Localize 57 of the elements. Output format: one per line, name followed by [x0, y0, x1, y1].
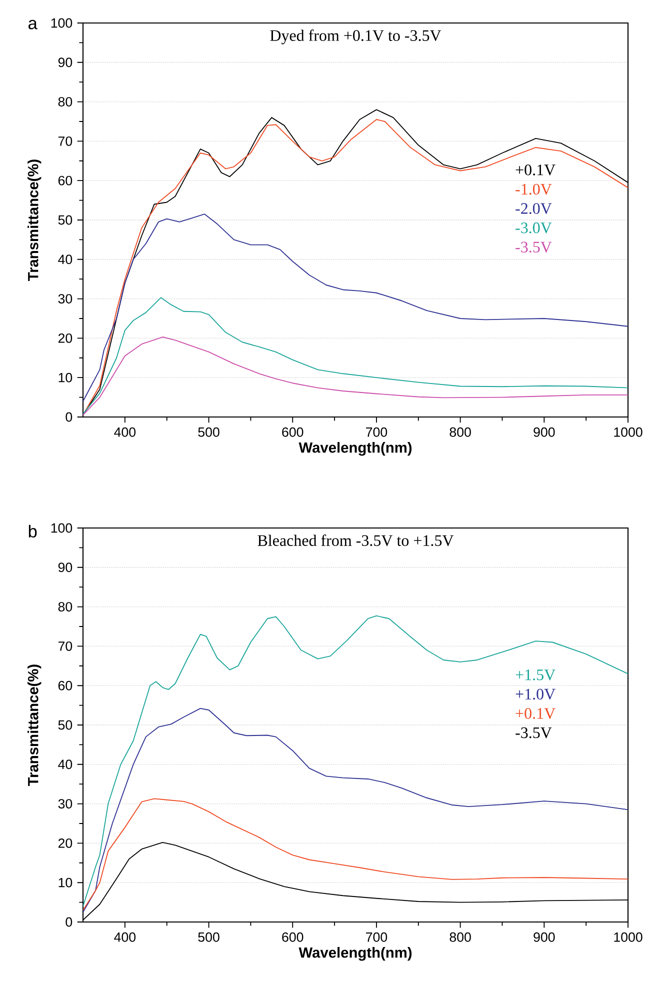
- line-series: [83, 798, 628, 911]
- y-tick-label: 20: [58, 838, 72, 848]
- y-tick-label: 10: [58, 878, 72, 888]
- y-tick-label: 90: [58, 58, 72, 68]
- x-tick-label: 600: [282, 427, 304, 437]
- line-series: [83, 297, 628, 414]
- x-tick-label: 900: [534, 932, 555, 942]
- x-tick-label: 1000: [614, 932, 642, 942]
- text: -3.5V: [516, 727, 552, 738]
- text: b: [28, 524, 37, 538]
- x-tick-label: 600: [282, 932, 304, 942]
- series-label: -1.0V: [516, 184, 552, 195]
- y-tick-label: 80: [58, 602, 72, 612]
- x-tick-label: 800: [450, 932, 471, 942]
- y-tick-label: 20: [58, 333, 72, 343]
- x-tick-label: 400: [114, 932, 136, 942]
- text: -3.5V: [516, 242, 552, 253]
- x-tick-label: 400: [114, 427, 136, 437]
- y-tick-label: 60: [58, 176, 72, 186]
- y-tick-label: 40: [58, 760, 72, 770]
- x-axis-title: Wavelength(nm): [298, 442, 412, 456]
- x-axis-title: Wavelength(nm): [298, 946, 412, 961]
- text: a: [28, 20, 38, 30]
- x-tick-label: 500: [198, 427, 220, 437]
- y-tick-label: 50: [58, 215, 72, 225]
- x-tick-label: 800: [450, 427, 471, 437]
- text: +0.1V: [516, 708, 556, 719]
- text: +1.0V: [516, 688, 556, 700]
- y-tick-label: 30: [58, 294, 72, 304]
- y-tick-label: 40: [58, 254, 72, 264]
- x-tick-label: 700: [366, 427, 388, 437]
- chart-title: Dyed from +0.1V to -3.5V: [270, 30, 442, 44]
- y-tick-label: 100: [51, 523, 72, 533]
- chart-title: Bleached from -3.5V to +1.5V: [258, 534, 454, 546]
- y-tick-label: 0: [66, 412, 72, 422]
- line-series: [83, 214, 628, 402]
- y-tick-label: 90: [58, 562, 72, 572]
- y-tick-label: 10: [58, 372, 72, 382]
- y-tick-label: 30: [58, 799, 72, 809]
- x-tick-label: 500: [198, 932, 220, 942]
- text: -3.0V: [516, 222, 552, 234]
- y-tick-label: 0: [66, 917, 72, 927]
- y-axis-title: Transmittance(%): [28, 160, 42, 281]
- y-axis-title: Transmittance(%): [28, 664, 42, 786]
- y-tick-label: 70: [58, 641, 72, 651]
- text: -2.0V: [516, 203, 552, 214]
- x-tick-label: 900: [534, 427, 555, 437]
- y-tick-label: 60: [58, 680, 72, 690]
- y-tick-label: 80: [58, 97, 72, 106]
- series-label: +1.5V: [516, 670, 556, 680]
- x-tick-label: 700: [366, 932, 388, 942]
- x-tick-label: 1000: [614, 427, 642, 437]
- y-tick-label: 70: [58, 136, 72, 146]
- y-tick-label: 100: [51, 18, 72, 28]
- series-label: +0.1V: [516, 164, 556, 176]
- line-series: [83, 615, 628, 907]
- y-tick-label: 50: [58, 720, 72, 730]
